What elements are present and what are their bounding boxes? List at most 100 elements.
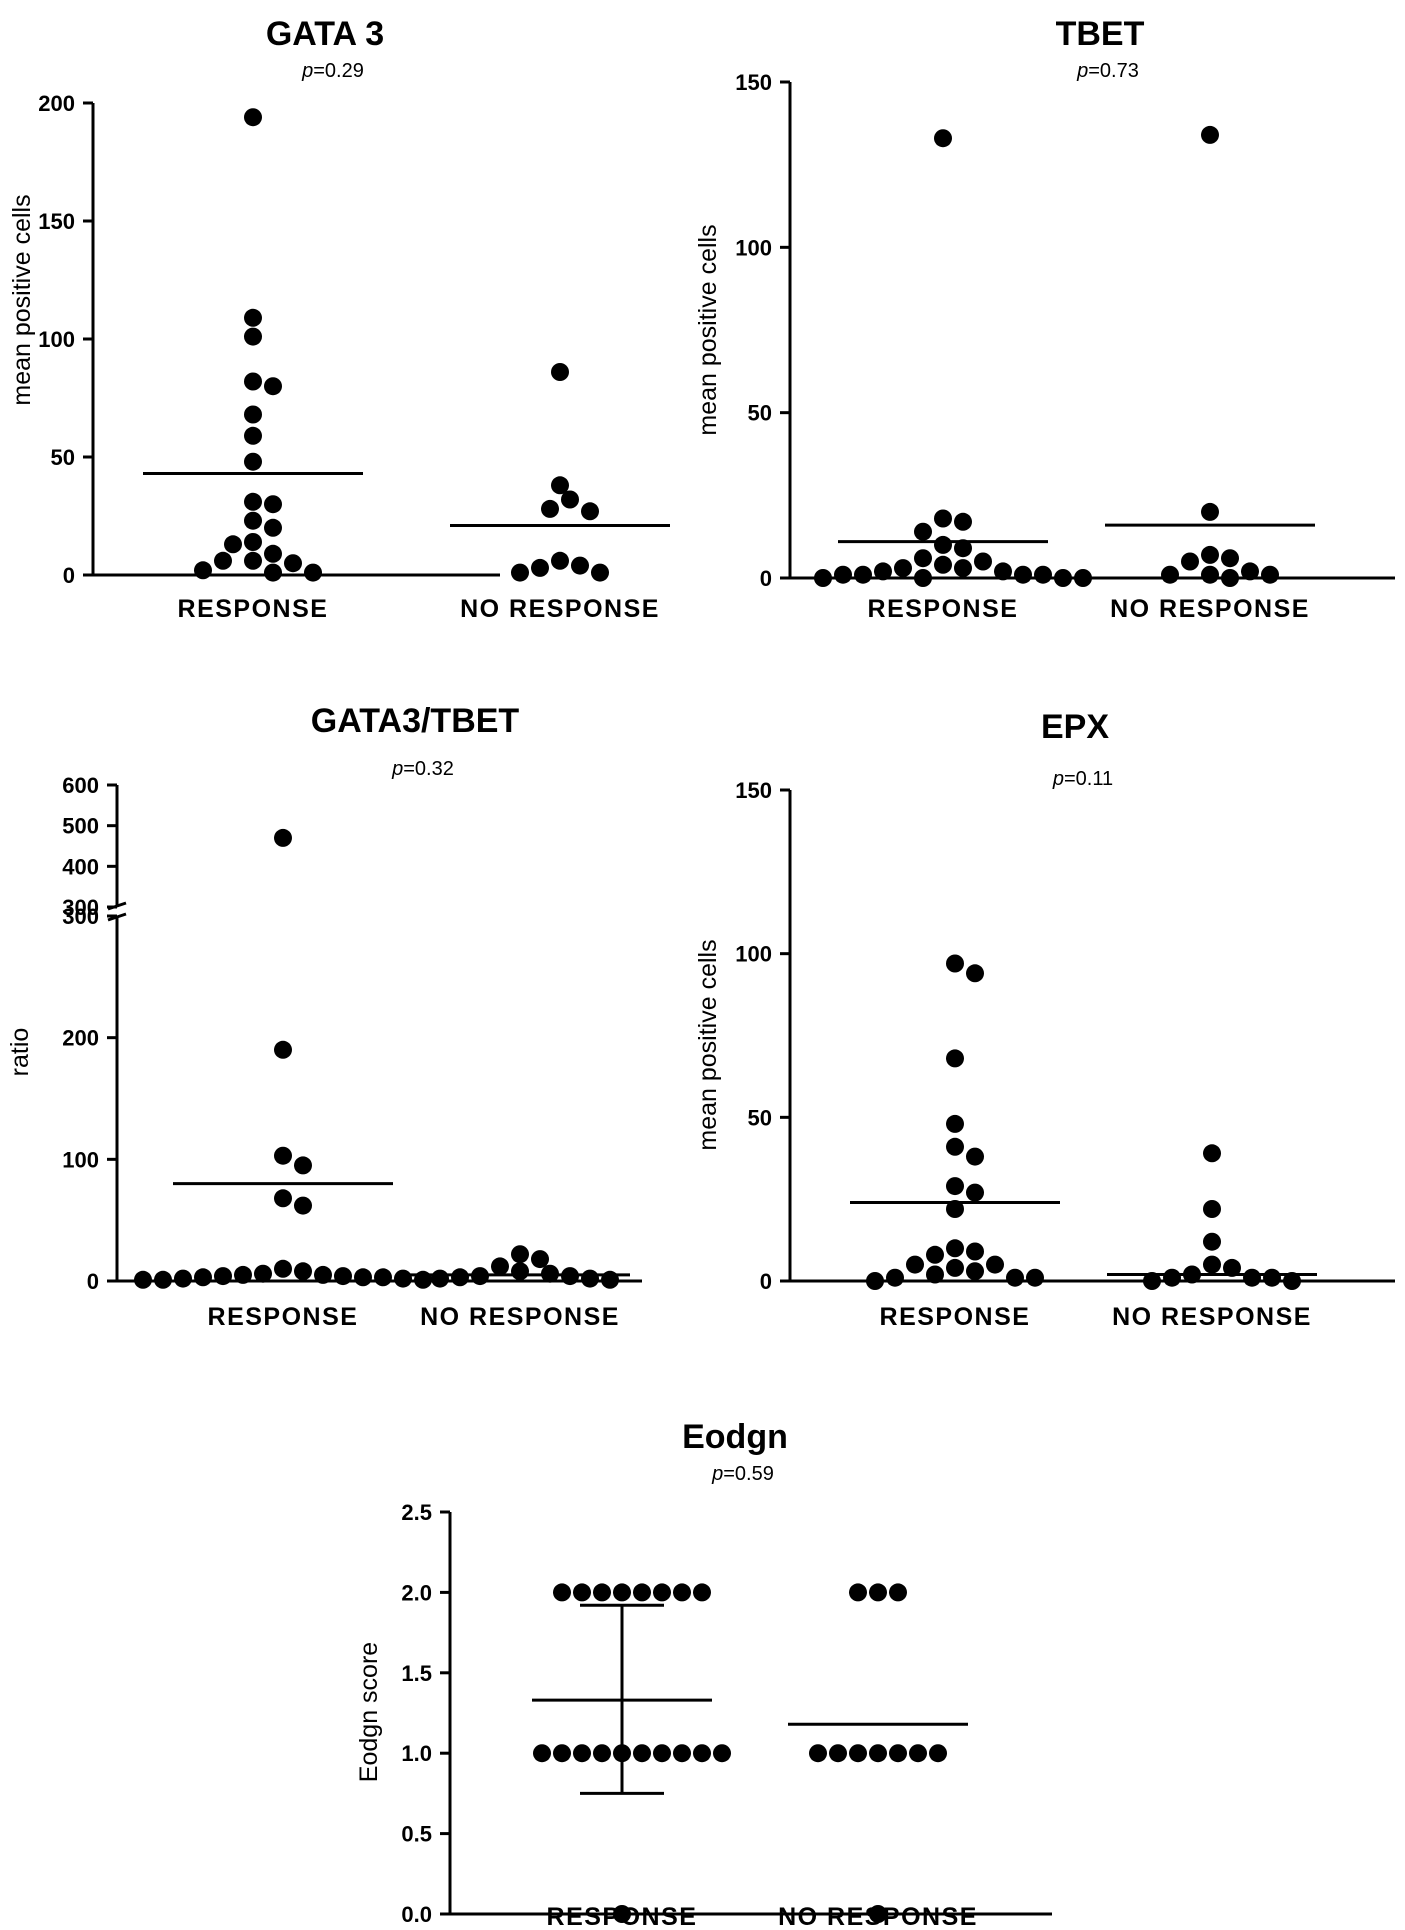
data-point <box>874 562 892 581</box>
series-response <box>532 1583 731 1923</box>
series-response <box>814 129 1092 587</box>
data-point <box>966 1183 984 1202</box>
data-point <box>954 559 972 578</box>
x-tick-label-no-response: NO RESPONSE <box>1110 595 1310 623</box>
data-point <box>354 1268 372 1287</box>
data-point <box>1221 549 1239 568</box>
series-response <box>850 954 1060 1290</box>
y-tick-label: 500 <box>62 814 99 839</box>
data-point <box>966 1242 984 1261</box>
data-point <box>869 1744 887 1763</box>
p-value-symbol: p <box>1076 60 1088 82</box>
x-tick-label-response: RESPONSE <box>178 595 329 623</box>
series-no-response <box>410 1245 630 1289</box>
series-no-response <box>788 1583 968 1923</box>
data-point <box>926 1245 944 1264</box>
x-tick-label-no-response: NO RESPONSE <box>420 1303 620 1331</box>
data-point <box>974 552 992 571</box>
data-point <box>934 129 952 148</box>
data-point <box>593 1583 611 1602</box>
data-point <box>1161 565 1179 584</box>
data-point <box>1026 1268 1044 1287</box>
data-point <box>986 1255 1004 1274</box>
p-value-symbol: p <box>301 60 313 82</box>
data-point <box>533 1744 551 1763</box>
data-point <box>693 1583 711 1602</box>
data-point <box>673 1744 691 1763</box>
chart-eodgn: Eodgn p=0.59 0.0 0.5 1.0 1.5 2.0 2.5 Eodgn score… <box>355 1418 1052 1930</box>
data-point <box>946 1200 964 1218</box>
series-no-response <box>1105 125 1315 587</box>
data-point <box>154 1270 172 1289</box>
y-tick-label: 1.5 <box>401 1661 432 1686</box>
data-point <box>214 1267 232 1286</box>
data-point <box>274 1040 292 1059</box>
data-point <box>304 563 322 582</box>
y-tick-label: 100 <box>735 235 772 260</box>
y-axis-label: Eodgn score <box>355 1642 383 1782</box>
y-tick-label: 150 <box>38 209 75 234</box>
data-point <box>934 555 952 574</box>
p-value-label: p=0.32 <box>391 758 454 780</box>
data-point <box>264 377 282 396</box>
data-point <box>1014 565 1032 584</box>
data-point <box>946 1239 964 1258</box>
data-point <box>854 565 872 584</box>
data-point <box>553 1744 571 1763</box>
y-tick-label: 0 <box>87 1269 99 1294</box>
y-tick-label: 0 <box>760 566 772 591</box>
data-point <box>284 554 302 573</box>
data-point <box>713 1744 731 1763</box>
data-point <box>1074 569 1092 587</box>
data-point <box>966 964 984 983</box>
y-tick-label: 200 <box>38 91 75 116</box>
data-point <box>653 1583 671 1602</box>
data-point <box>174 1269 192 1288</box>
series-response <box>143 108 363 582</box>
data-point <box>1201 565 1219 584</box>
data-point <box>814 569 832 587</box>
data-point <box>1261 565 1279 584</box>
data-point <box>1034 565 1052 584</box>
data-point <box>581 1269 599 1288</box>
data-point <box>966 1262 984 1281</box>
y-tick-label: 0.0 <box>401 1902 432 1927</box>
data-point <box>294 1262 312 1281</box>
data-point <box>244 308 262 327</box>
data-point <box>673 1583 691 1602</box>
data-point <box>561 490 579 509</box>
data-point <box>934 535 952 554</box>
data-point <box>909 1744 927 1763</box>
p-value-number: =0.29 <box>313 60 364 82</box>
p-value-label: p=0.11 <box>1052 768 1113 790</box>
data-point <box>511 563 529 582</box>
chart-title: EPX <box>1041 708 1109 746</box>
y-tick-label: 2.5 <box>401 1500 432 1525</box>
x-tick-label-no-response: NO RESPONSE <box>460 595 660 623</box>
data-point <box>1203 1200 1221 1218</box>
y-tick-label: 100 <box>735 942 772 967</box>
data-point <box>264 544 282 563</box>
data-point <box>946 954 964 973</box>
y-tick-label: 100 <box>38 327 75 352</box>
data-point <box>1163 1268 1181 1287</box>
data-point <box>194 1268 212 1287</box>
p-value-symbol: p <box>1052 768 1064 790</box>
data-point <box>244 551 262 570</box>
data-point <box>244 452 262 471</box>
p-value-number: =0.11 <box>1064 768 1113 790</box>
data-point <box>254 1264 272 1283</box>
y-tick-label: 50 <box>748 1105 772 1130</box>
y-tick-label: 300 <box>62 895 99 920</box>
data-point <box>954 512 972 531</box>
data-point <box>994 562 1012 581</box>
series-response <box>134 828 432 1289</box>
data-point <box>1054 569 1072 587</box>
y-tick-label: 300 <box>62 904 99 929</box>
p-value-number: =0.32 <box>403 758 454 780</box>
data-point <box>264 563 282 582</box>
data-point <box>294 1156 312 1175</box>
data-point <box>531 558 549 577</box>
